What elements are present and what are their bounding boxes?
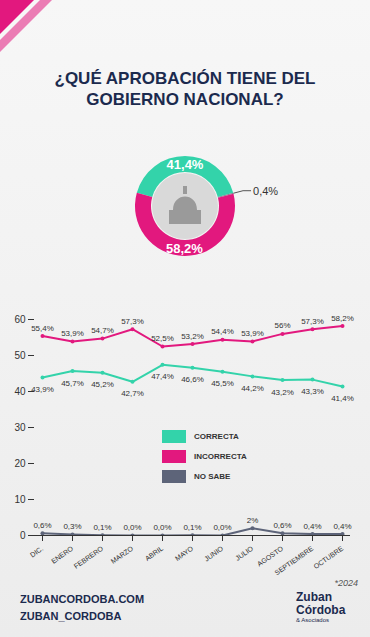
html-text:¿QUÉ APROBACIÓN TIENE DEL GOBI: ¿QUÉ APROBACIÓN TIENE DEL GOBIERNO NACIO… xyxy=(54,69,316,109)
svg-text:0,6%: 0,6% xyxy=(33,521,51,530)
svg-text:52,5%: 52,5% xyxy=(151,334,174,343)
svg-text:0,1%: 0,1% xyxy=(93,523,111,532)
svg-text:40: 40 xyxy=(14,386,26,397)
svg-text:57,3%: 57,3% xyxy=(121,317,144,326)
svg-text:57,3%: 57,3% xyxy=(301,317,324,326)
svg-text:30: 30 xyxy=(14,422,26,433)
svg-text:58,2%: 58,2% xyxy=(166,241,203,256)
svg-text:ENERO: ENERO xyxy=(50,544,75,564)
html-text:Zuban Córdoba: Zuban Córdoba xyxy=(296,590,346,617)
svg-text:41,4%: 41,4% xyxy=(167,157,204,172)
html-text:*2024: *2024 xyxy=(334,578,358,588)
svg-text:0,6%: 0,6% xyxy=(273,521,291,530)
svg-text:53,2%: 53,2% xyxy=(181,332,204,341)
svg-text:55,4%: 55,4% xyxy=(31,324,54,333)
svg-text:MAYO: MAYO xyxy=(174,544,195,562)
svg-text:45,7%: 45,7% xyxy=(61,379,84,388)
svg-text:43,2%: 43,2% xyxy=(271,388,294,397)
svg-text:50: 50 xyxy=(14,350,26,361)
svg-text:0,1%: 0,1% xyxy=(183,523,201,532)
svg-text:44,2%: 44,2% xyxy=(241,384,264,393)
svg-text:46,6%: 46,6% xyxy=(181,375,204,384)
svg-text:JULIO: JULIO xyxy=(234,544,255,561)
svg-text:53,9%: 53,9% xyxy=(61,329,84,338)
svg-text:2%: 2% xyxy=(247,516,259,525)
html-text:& Asociados: & Asociados xyxy=(296,617,329,623)
svg-text:60: 60 xyxy=(14,314,26,325)
svg-text:0,0%: 0,0% xyxy=(213,523,231,532)
svg-text:0: 0 xyxy=(20,530,26,541)
svg-text:AGOSTO: AGOSTO xyxy=(256,544,285,567)
svg-text:45,5%: 45,5% xyxy=(211,379,234,388)
svg-text:0,0%: 0,0% xyxy=(123,523,141,532)
svg-text:43,3%: 43,3% xyxy=(301,387,324,396)
svg-text:0,3%: 0,3% xyxy=(63,522,81,531)
svg-text:0,4%: 0,4% xyxy=(333,522,351,531)
svg-text:54,7%: 54,7% xyxy=(91,326,114,335)
svg-text:0,4%: 0,4% xyxy=(303,522,321,531)
svg-text:58,2%: 58,2% xyxy=(331,314,354,323)
svg-text:45,2%: 45,2% xyxy=(91,380,114,389)
svg-text:FEBRERO: FEBRERO xyxy=(73,544,105,569)
svg-text:10: 10 xyxy=(14,494,26,505)
svg-text:DIC.: DIC. xyxy=(29,545,45,559)
svg-text:54,4%: 54,4% xyxy=(211,327,234,336)
svg-text:43,9%: 43,9% xyxy=(31,385,54,394)
html-text:ZUBANCORDOBA.COM: ZUBANCORDOBA.COM xyxy=(20,593,144,605)
svg-text:MARZO: MARZO xyxy=(110,544,135,565)
svg-text:56%: 56% xyxy=(274,321,290,330)
svg-text:42,7%: 42,7% xyxy=(121,389,144,398)
svg-text:53,9%: 53,9% xyxy=(241,329,264,338)
svg-text:20: 20 xyxy=(14,458,26,469)
html-text:NO SABE: NO SABE xyxy=(194,472,231,481)
html-text:ZUBAN_CORDOBA: ZUBAN_CORDOBA xyxy=(20,610,122,622)
svg-text:47,4%: 47,4% xyxy=(151,372,174,381)
svg-text:OCTUBRE: OCTUBRE xyxy=(312,545,344,571)
svg-text:ABRIL: ABRIL xyxy=(144,545,165,562)
svg-text:JUNIO: JUNIO xyxy=(203,544,225,562)
svg-text:0,4%: 0,4% xyxy=(253,185,278,197)
html-text:INCORRECTA: INCORRECTA xyxy=(194,452,247,461)
svg-text:0,0%: 0,0% xyxy=(153,523,171,532)
svg-text:41,4%: 41,4% xyxy=(331,394,354,403)
svg-text:SEPTIEMBRE: SEPTIEMBRE xyxy=(273,545,314,577)
html-text:CORRECTA: CORRECTA xyxy=(194,432,239,441)
